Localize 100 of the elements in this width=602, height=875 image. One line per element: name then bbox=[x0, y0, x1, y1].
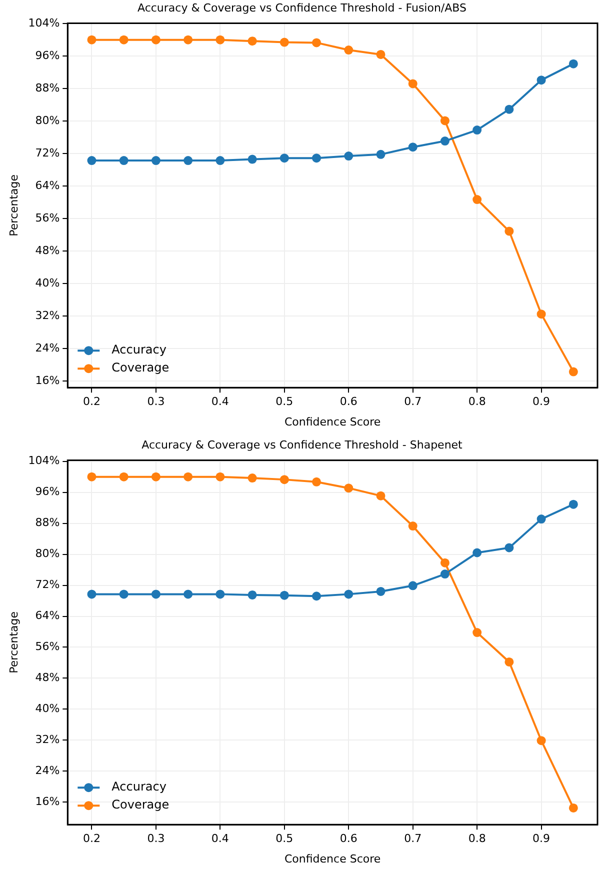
x-tick-label: 0.5 bbox=[276, 395, 294, 408]
y-tick-label: 56% bbox=[35, 211, 60, 224]
point bbox=[248, 590, 257, 600]
x-tick-label: 0.6 bbox=[340, 832, 358, 846]
y-tick-label: 72% bbox=[35, 578, 60, 592]
chart-title: Accuracy & Coverage vs Confidence Threshold - Fusion/ABS bbox=[138, 1, 467, 14]
y-tick-label: 104% bbox=[28, 454, 60, 468]
point bbox=[344, 152, 354, 161]
y-tick-label: 80% bbox=[35, 114, 60, 127]
point bbox=[151, 472, 160, 482]
x-tick-label: 0.7 bbox=[404, 832, 422, 846]
point bbox=[568, 59, 578, 68]
y-tick-label: 80% bbox=[35, 547, 60, 560]
point bbox=[472, 548, 482, 558]
point bbox=[504, 657, 514, 666]
y-tick-label: 16% bbox=[35, 795, 60, 808]
x-tick-label: 0.4 bbox=[211, 395, 229, 408]
point bbox=[151, 35, 160, 44]
point bbox=[440, 570, 450, 579]
point bbox=[408, 79, 418, 88]
legend-label: Coverage bbox=[112, 360, 170, 375]
point bbox=[280, 38, 289, 47]
x-tick-label: 0.9 bbox=[532, 832, 550, 846]
point bbox=[280, 590, 289, 600]
x-tick-label: 0.4 bbox=[211, 832, 229, 846]
point bbox=[536, 736, 546, 746]
y-tick-label: 40% bbox=[35, 702, 60, 716]
x-tick-label: 0.7 bbox=[404, 395, 422, 408]
y-axis-title: Percentage bbox=[7, 611, 20, 674]
x-tick-label: 0.8 bbox=[468, 832, 486, 846]
point bbox=[568, 367, 578, 376]
y-tick-label: 104% bbox=[28, 16, 60, 30]
point bbox=[280, 475, 289, 484]
point bbox=[536, 76, 546, 85]
point bbox=[87, 156, 96, 166]
point bbox=[472, 126, 482, 135]
x-tick-label: 0.2 bbox=[82, 832, 100, 846]
point bbox=[216, 156, 225, 166]
point bbox=[312, 592, 322, 601]
y-tick-label: 24% bbox=[35, 764, 60, 778]
point bbox=[216, 472, 225, 482]
point bbox=[87, 590, 96, 599]
point bbox=[440, 558, 450, 568]
point bbox=[408, 581, 418, 590]
point bbox=[216, 590, 225, 599]
legend-label: Accuracy bbox=[112, 780, 166, 794]
point bbox=[536, 310, 546, 319]
y-tick-label: 48% bbox=[35, 244, 60, 257]
point bbox=[472, 628, 482, 638]
point bbox=[312, 477, 322, 486]
x-tick-label: 0.5 bbox=[276, 832, 294, 846]
y-tick-label: 88% bbox=[35, 81, 60, 94]
point bbox=[184, 35, 193, 44]
x-tick-label: 0.2 bbox=[82, 395, 100, 408]
x-tick-label: 0.3 bbox=[147, 395, 165, 408]
point bbox=[248, 474, 257, 483]
y-tick-label: 32% bbox=[35, 733, 60, 746]
point bbox=[504, 226, 514, 236]
x-tick-label: 0.9 bbox=[532, 395, 550, 408]
point bbox=[376, 50, 386, 59]
point bbox=[344, 590, 354, 599]
y-tick-label: 40% bbox=[35, 276, 60, 290]
y-tick-label: 72% bbox=[35, 146, 60, 160]
y-tick-label: 48% bbox=[35, 671, 60, 684]
y-tick-label: 96% bbox=[35, 485, 60, 498]
point bbox=[184, 156, 193, 166]
y-tick-label: 56% bbox=[35, 640, 60, 654]
point bbox=[376, 586, 386, 596]
x-axis-title: Confidence Score bbox=[284, 415, 381, 428]
point bbox=[408, 522, 418, 531]
y-tick-label: 64% bbox=[35, 178, 60, 192]
point bbox=[568, 500, 578, 509]
point bbox=[536, 514, 546, 524]
y-tick-label: 32% bbox=[35, 308, 60, 322]
point bbox=[184, 472, 193, 482]
point bbox=[504, 104, 514, 114]
point bbox=[151, 590, 160, 599]
y-tick-label: 16% bbox=[35, 374, 60, 387]
point bbox=[151, 156, 160, 166]
legend-label: Accuracy bbox=[112, 342, 166, 357]
x-tick-label: 0.6 bbox=[340, 395, 358, 408]
point bbox=[119, 472, 128, 482]
point bbox=[376, 491, 386, 500]
point bbox=[440, 116, 450, 126]
point bbox=[87, 35, 96, 44]
x-tick-label: 0.3 bbox=[147, 832, 165, 846]
point bbox=[248, 154, 257, 164]
point bbox=[568, 803, 578, 812]
y-axis-title: Percentage bbox=[7, 174, 20, 236]
y-tick-label: 64% bbox=[35, 609, 60, 622]
point bbox=[440, 136, 450, 146]
point bbox=[119, 590, 128, 599]
point bbox=[504, 543, 514, 552]
point bbox=[344, 484, 354, 493]
point bbox=[87, 472, 96, 482]
point bbox=[216, 35, 225, 44]
point bbox=[376, 150, 386, 159]
x-axis-title: Confidence Score bbox=[284, 852, 381, 866]
point bbox=[248, 36, 257, 46]
y-tick-label: 96% bbox=[35, 48, 60, 62]
